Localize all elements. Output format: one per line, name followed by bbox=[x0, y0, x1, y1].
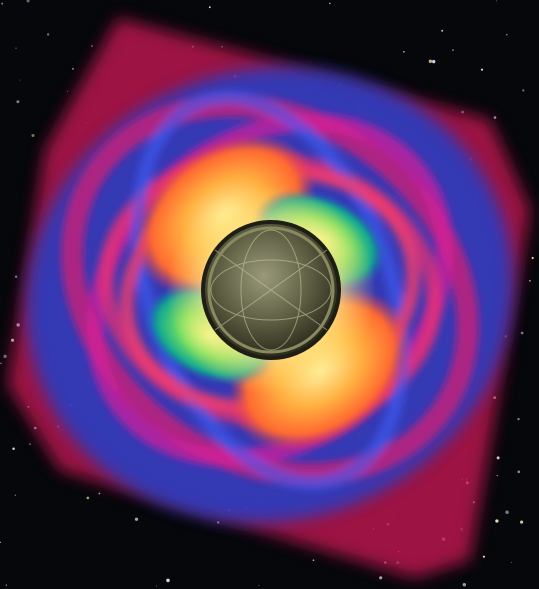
star bbox=[0, 362, 2, 365]
star bbox=[166, 578, 170, 583]
sphere-rim bbox=[207, 226, 335, 354]
sphere-lines bbox=[210, 229, 332, 351]
star bbox=[480, 68, 484, 71]
star bbox=[72, 67, 74, 70]
star bbox=[482, 555, 485, 558]
star bbox=[14, 494, 16, 496]
star bbox=[403, 51, 405, 53]
star bbox=[12, 447, 15, 451]
star bbox=[46, 33, 50, 36]
star bbox=[134, 517, 139, 521]
star bbox=[441, 29, 444, 32]
star bbox=[91, 45, 93, 47]
star bbox=[522, 89, 525, 92]
star bbox=[510, 561, 512, 563]
star bbox=[11, 338, 15, 342]
star bbox=[5, 584, 7, 586]
star bbox=[208, 6, 211, 9]
star bbox=[517, 470, 521, 474]
star bbox=[529, 280, 531, 282]
star bbox=[493, 116, 497, 119]
star bbox=[26, 0, 30, 3]
star bbox=[31, 133, 35, 138]
star bbox=[452, 49, 454, 51]
star bbox=[1, 2, 4, 5]
star bbox=[531, 256, 534, 260]
star bbox=[258, 584, 260, 586]
star bbox=[14, 275, 18, 278]
star bbox=[506, 34, 508, 36]
star bbox=[495, 519, 499, 523]
star bbox=[505, 510, 509, 515]
star bbox=[16, 100, 20, 104]
star bbox=[496, 475, 498, 477]
star bbox=[15, 47, 17, 49]
star bbox=[3, 354, 7, 359]
star bbox=[19, 79, 21, 81]
star bbox=[86, 496, 90, 500]
star bbox=[495, 0, 497, 2]
star bbox=[462, 582, 467, 587]
star bbox=[496, 456, 500, 460]
star bbox=[520, 331, 524, 335]
star bbox=[156, 585, 158, 587]
star bbox=[520, 520, 524, 524]
star bbox=[517, 417, 520, 421]
star bbox=[217, 521, 220, 524]
star bbox=[312, 559, 315, 562]
star bbox=[328, 2, 331, 5]
star bbox=[379, 576, 383, 580]
star bbox=[0, 541, 1, 544]
star bbox=[28, 443, 31, 446]
star bbox=[98, 492, 101, 495]
star bbox=[428, 59, 433, 63]
star bbox=[432, 59, 436, 64]
star bbox=[67, 90, 69, 92]
